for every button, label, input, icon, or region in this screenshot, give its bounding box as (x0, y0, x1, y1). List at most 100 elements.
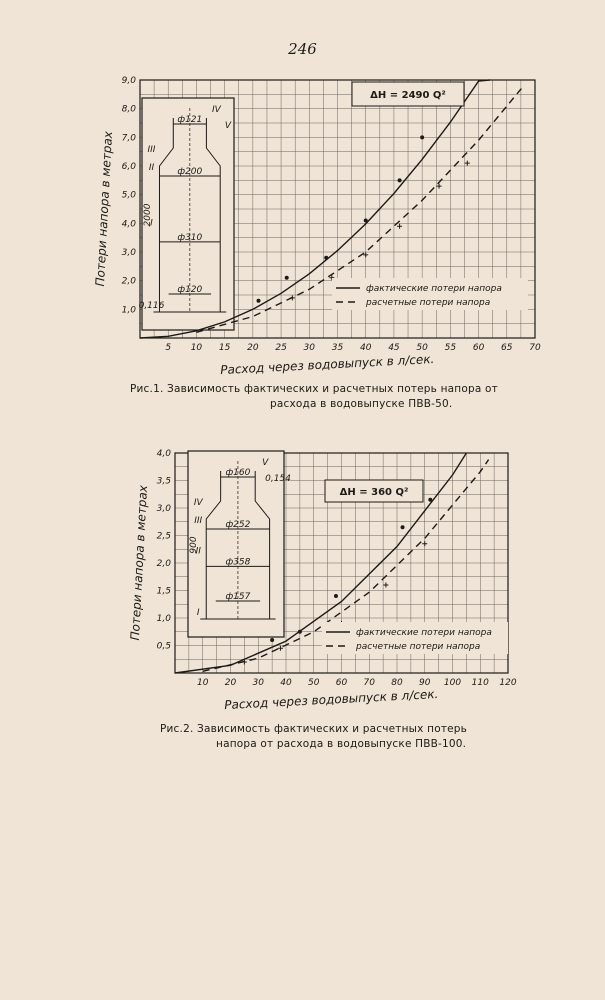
inset-mark-label: 0,154 (265, 474, 291, 484)
x-tick-label: 55 (445, 343, 457, 353)
actual-loss-point (256, 298, 261, 303)
legend-label: фактические потери напора (366, 284, 502, 294)
x-tick-label: 20 (247, 343, 259, 353)
x-tick-label: 60 (473, 343, 485, 353)
x-tick-label: 80 (391, 678, 403, 688)
figure-2-caption: Рис.2. Зависимость фактических и расчетн… (160, 722, 580, 752)
calculated-loss-point (464, 160, 470, 166)
inset-pipe-outline (158, 118, 221, 312)
figure-2-chart: 10 20 30 40 50 60 70 80 90 100 110 120 0,5 1,0 1,5 2,0 2… (128, 449, 517, 712)
x-tick-label: 40 (360, 343, 372, 353)
actual-loss-point (333, 594, 338, 598)
calculated-loss-point (289, 295, 295, 301)
x-tick-label: 35 (332, 343, 344, 353)
inset-mark-label: II (149, 163, 155, 173)
actual-loss-point (284, 275, 289, 280)
inset-mark-label: I (197, 608, 200, 618)
calculated-loss-point (329, 275, 335, 281)
actual-loss-point (420, 135, 425, 140)
inset-dimension-label: ф310 (177, 233, 202, 243)
x-tick-label: 45 (388, 343, 400, 353)
formula-box (324, 479, 424, 503)
legend-label: расчетные потери напора (355, 642, 480, 652)
plot-frame (174, 452, 509, 674)
inset-frame (141, 97, 235, 331)
calculated-loss-curve (202, 459, 490, 672)
legend-label: расчетные потери напора (365, 298, 490, 308)
y-tick-label: 2,0 (157, 559, 172, 569)
inset-mark-label: I (150, 219, 153, 229)
y-tick-label: 1,0 (157, 614, 172, 624)
calculated-loss-point (241, 659, 247, 665)
inset-dimension-label: ф358 (225, 557, 250, 567)
x-tick-label: 10 (197, 678, 209, 688)
caption-1-line-1: Рис.1. Зависимость фактических и расчетн… (130, 383, 498, 395)
y-tick-label: 3,0 (122, 248, 137, 258)
inset-height-label: 2000 (143, 203, 153, 226)
y-tick-label: 3,5 (157, 477, 172, 487)
actual-loss-point (428, 497, 433, 502)
formula-label: ΔH = 2490 Q² (370, 90, 446, 101)
formula-box (351, 81, 465, 107)
caption-2-line-1: Рис.2. Зависимость фактических и расчетн… (160, 723, 468, 735)
x-axis-title: Расход через водовыпуск в л/сек. (220, 352, 435, 377)
inset-frame (187, 450, 285, 638)
inset-dimension-label: ф120 (177, 285, 202, 295)
x-tick-label: 5 (165, 343, 171, 353)
x-tick-label: 110 (472, 678, 489, 688)
inset-dimension-label: ф252 (225, 520, 250, 530)
inset-mark-label: III (147, 145, 155, 155)
y-tick-label: 1,5 (157, 587, 172, 597)
actual-loss-point (363, 218, 368, 223)
inset-dimension-label: ф160 (225, 468, 250, 478)
caption-1-line-2: расхода в водовыпуске ПВВ-50. (270, 398, 453, 410)
calculated-loss-point (363, 252, 369, 258)
actual-loss-point (270, 638, 275, 642)
actual-loss-point (324, 255, 329, 260)
x-tick-label: 65 (501, 343, 513, 353)
inset-dimension-label: ф157 (225, 592, 250, 602)
y-tick-label: 2,0 (122, 277, 137, 287)
x-axis-title: Расход через водовыпуск в л/сек. (224, 687, 439, 712)
actual-loss-point (400, 525, 405, 530)
x-tick-label: 40 (280, 678, 292, 688)
y-tick-label: 2,5 (157, 532, 172, 542)
x-tick-label: 30 (304, 343, 316, 353)
inset-mark-label: V (225, 121, 232, 131)
x-tick-label: 15 (219, 343, 231, 353)
x-tick-label: 60 (336, 678, 348, 688)
actual-loss-point (297, 629, 302, 634)
figure-1-chart: 5 10 15 20 25 30 35 40 45 50 55 60 65 70 1,0 2,0 3,0 4,0 5… (93, 76, 541, 377)
inset-mark-label: 0,116 (139, 301, 165, 311)
x-tick-label: 120 (499, 678, 516, 688)
legend-background (332, 278, 528, 310)
calculated-loss-point (397, 223, 403, 229)
x-tick-label: 100 (444, 678, 461, 688)
x-tick-label: 10 (191, 343, 203, 353)
calculated-loss-point (436, 183, 442, 189)
inset-dimension-label: ф121 (177, 115, 202, 125)
inset-mark-label: IV (194, 498, 204, 508)
y-tick-label: 8,0 (122, 105, 137, 115)
inset-mark-label: V (262, 458, 269, 468)
y-tick-label: 6,0 (122, 162, 137, 172)
x-tick-label: 50 (416, 343, 428, 353)
y-tick-label: 4,0 (122, 219, 137, 229)
actual-loss-curve (139, 79, 490, 339)
page-number: 246 (288, 40, 317, 58)
y-tick-label: 9,0 (122, 76, 137, 86)
y-tick-label: 4,0 (157, 449, 172, 459)
x-tick-label: 50 (308, 678, 320, 688)
calculated-loss-point (277, 645, 283, 651)
x-tick-label: 90 (419, 678, 431, 688)
caption-2-line-2: напора от расхода в водовыпуске ПВВ-100. (216, 738, 467, 750)
figure-1-caption: Рис.1. Зависимость фактических и расчетн… (130, 382, 570, 412)
x-tick-label: 70 (364, 678, 376, 688)
y-tick-label: 7,0 (122, 133, 137, 143)
y-axis-title: Потери напора в метрах (93, 130, 115, 287)
x-tick-label: 70 (529, 343, 541, 353)
plot-frame (139, 79, 536, 339)
y-axis-title: Потери напора в метрах (128, 484, 150, 641)
